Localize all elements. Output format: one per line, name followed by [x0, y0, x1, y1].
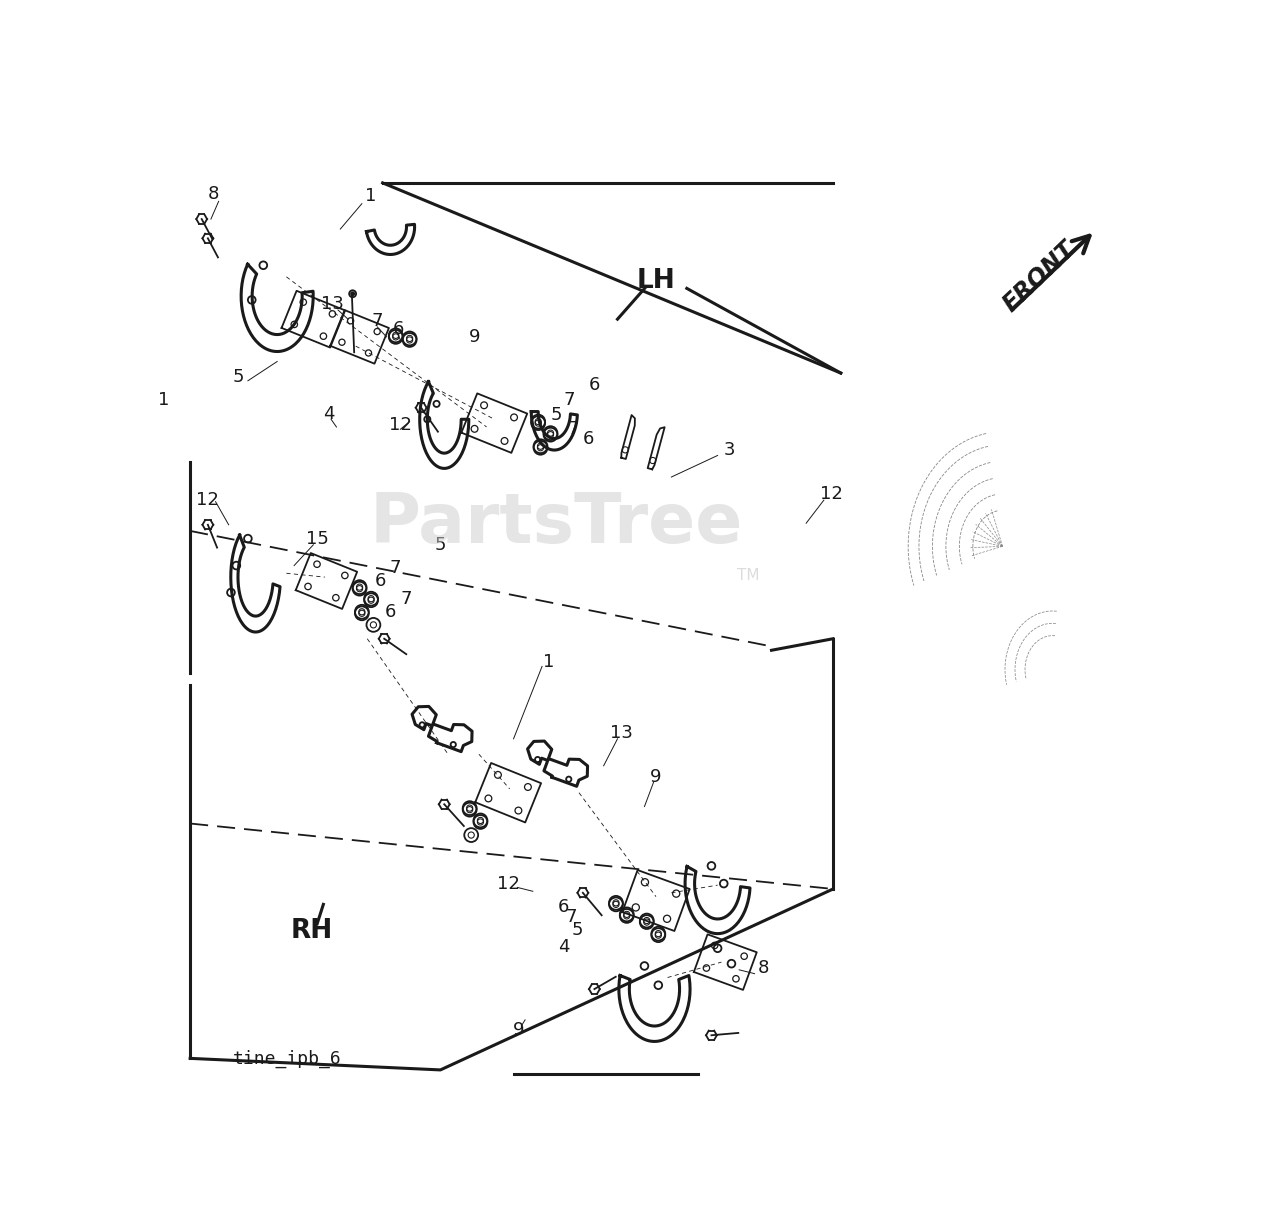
Text: 4: 4 [323, 405, 334, 423]
Text: 5: 5 [233, 368, 244, 385]
Text: 8: 8 [207, 185, 219, 203]
Circle shape [351, 292, 355, 295]
Text: RH: RH [291, 918, 333, 945]
Text: 9: 9 [513, 1021, 525, 1038]
Text: TM: TM [737, 568, 759, 584]
Text: 6: 6 [385, 603, 396, 621]
Text: LH: LH [636, 268, 676, 294]
Text: 6: 6 [582, 429, 594, 447]
Text: 5: 5 [550, 406, 562, 424]
Text: 1: 1 [365, 187, 376, 206]
Text: 6: 6 [393, 320, 403, 338]
Text: 9: 9 [650, 769, 662, 787]
Text: 12: 12 [497, 874, 520, 893]
Text: 12: 12 [820, 485, 844, 503]
Text: 13: 13 [609, 725, 632, 743]
Text: 7: 7 [390, 559, 402, 576]
Text: 1: 1 [159, 392, 170, 409]
Text: 12: 12 [389, 416, 412, 434]
Text: 9: 9 [470, 328, 481, 345]
Text: 13: 13 [321, 294, 344, 313]
Text: 4: 4 [558, 938, 570, 956]
Text: 5: 5 [435, 536, 447, 553]
Text: 12: 12 [196, 491, 219, 510]
Text: 7: 7 [401, 590, 411, 608]
Text: 15: 15 [306, 530, 329, 547]
Text: FRONT: FRONT [998, 237, 1080, 316]
Text: 7: 7 [371, 313, 383, 331]
Text: 6: 6 [375, 572, 387, 590]
Text: 7: 7 [563, 392, 575, 409]
Text: PartsTree: PartsTree [369, 490, 742, 557]
Text: 1: 1 [543, 653, 554, 671]
Text: 6: 6 [589, 376, 600, 394]
Text: tine_ipb_6: tine_ipb_6 [233, 1049, 342, 1068]
Text: 7: 7 [568, 421, 580, 438]
Text: 3: 3 [723, 441, 735, 460]
Text: 6: 6 [558, 897, 570, 916]
Text: 7: 7 [566, 908, 577, 927]
Text: 8: 8 [758, 959, 769, 978]
Text: 5: 5 [572, 921, 584, 939]
